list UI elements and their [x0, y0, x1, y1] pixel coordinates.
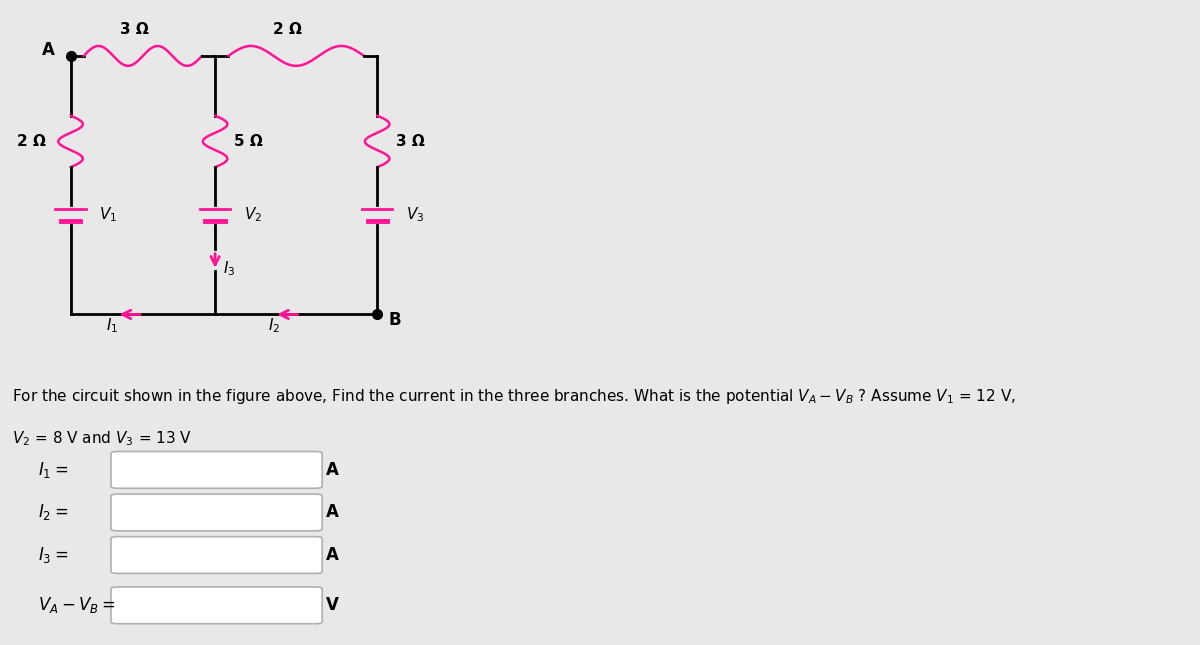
- Text: $V_2$ = 8 V and $V_3$ = 13 V: $V_2$ = 8 V and $V_3$ = 13 V: [12, 429, 192, 448]
- Text: $I_1 =$: $I_1 =$: [38, 460, 68, 480]
- Text: A: A: [325, 461, 338, 479]
- Text: A: A: [325, 504, 338, 521]
- Text: V: V: [325, 597, 338, 614]
- Text: $I_3 =$: $I_3 =$: [38, 545, 68, 565]
- Text: B: B: [389, 312, 401, 330]
- Text: 2 Ω: 2 Ω: [272, 22, 302, 37]
- Text: A: A: [42, 41, 55, 59]
- Text: 2 Ω: 2 Ω: [17, 134, 46, 149]
- FancyBboxPatch shape: [112, 537, 323, 573]
- Text: For the circuit shown in the figure above, Find the current in the three branche: For the circuit shown in the figure abov…: [12, 387, 1016, 406]
- Text: 5 Ω: 5 Ω: [234, 134, 263, 149]
- Text: $I_3$: $I_3$: [223, 259, 235, 278]
- Text: $I_2 =$: $I_2 =$: [38, 502, 68, 522]
- Text: $V_3$: $V_3$: [406, 206, 424, 224]
- Text: $V_A - V_B =$: $V_A - V_B =$: [38, 595, 116, 615]
- Text: $V_2$: $V_2$: [244, 206, 262, 224]
- Text: $I_2$: $I_2$: [268, 316, 281, 335]
- FancyBboxPatch shape: [112, 451, 323, 488]
- FancyBboxPatch shape: [112, 587, 323, 624]
- Text: $V_1$: $V_1$: [100, 206, 118, 224]
- Text: $I_1$: $I_1$: [106, 316, 119, 335]
- Text: 3 Ω: 3 Ω: [396, 134, 425, 149]
- FancyBboxPatch shape: [112, 494, 323, 531]
- Text: A: A: [325, 546, 338, 564]
- Text: 3 Ω: 3 Ω: [120, 22, 149, 37]
